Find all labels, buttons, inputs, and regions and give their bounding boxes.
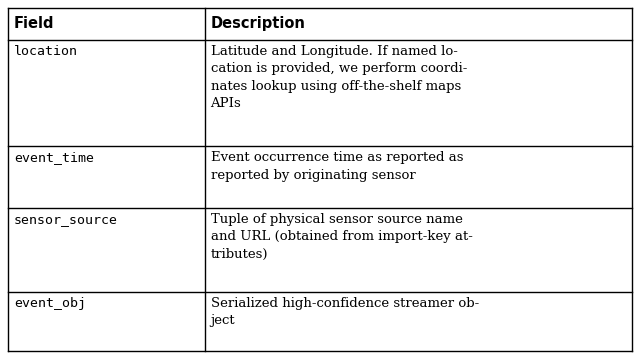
Text: Serialized high-confidence streamer ob-
ject: Serialized high-confidence streamer ob- … (211, 297, 479, 327)
Text: event_obj: event_obj (14, 297, 86, 310)
Text: location: location (14, 45, 78, 58)
Text: sensor_source: sensor_source (14, 213, 118, 226)
Text: Event occurrence time as reported as
reported by originating sensor: Event occurrence time as reported as rep… (211, 151, 463, 182)
Text: Field: Field (14, 16, 54, 31)
Text: event_time: event_time (14, 151, 94, 164)
Text: Description: Description (211, 16, 305, 31)
Text: Latitude and Longitude. If named lo-
cation is provided, we perform coordi-
nate: Latitude and Longitude. If named lo- cat… (211, 45, 467, 110)
Text: Tuple of physical sensor source name
and URL (obtained from import-key at-
tribu: Tuple of physical sensor source name and… (211, 213, 472, 261)
